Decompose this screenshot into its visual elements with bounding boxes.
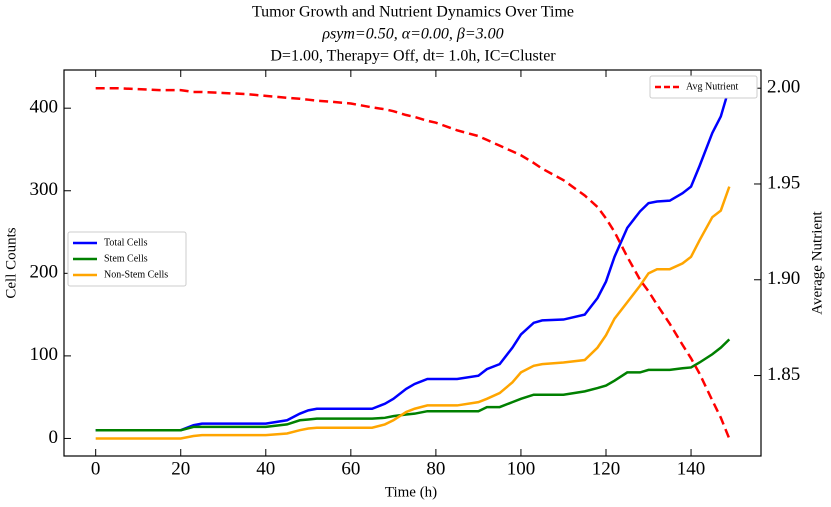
y-tick-label: 300 [30,179,59,200]
x-tick-label: 120 [592,458,621,479]
legend-label: Avg Nutrient [686,81,739,92]
x-tick-label: 140 [677,458,706,479]
y2-tick-label: 1.85 [767,364,800,385]
legend-box [649,75,758,99]
y-axis-label: Cell Counts [3,227,19,298]
data-line [95,338,731,432]
x-tick-label: 0 [91,458,101,479]
legend-box [67,231,187,287]
data-line [95,186,731,440]
y-tick-label: 100 [30,344,59,365]
chart-title: Tumor Growth and Nutrient Dynamics Over … [252,4,574,21]
x-tick-label: 20 [171,458,190,479]
y-tick-label: 200 [30,262,59,283]
y2-axis-label: Average Nutrient [809,210,825,314]
y-tick-label: 400 [30,97,59,118]
legend-label: Stem Cells [104,253,148,264]
x-tick-label: 40 [256,458,275,479]
y-tick-label: 0 [49,427,59,448]
chart-subtitle: ρsym=0.50, α=0.00, β=3.00 [321,26,503,43]
chart-subtitle: D=1.00, Therapy= Off, dt= 1.0h, IC=Clust… [270,48,556,65]
data-line [95,87,731,432]
x-tick-label: 100 [507,458,536,479]
plot-frame [63,69,762,457]
y2-tick-label: 1.95 [767,172,800,193]
legend-label: Total Cells [104,237,148,248]
y2-tick-label: 1.90 [767,268,800,289]
legend-label: Non-Stem Cells [104,269,168,280]
x-axis-label: Time (h) [385,484,437,500]
data-line [95,86,731,440]
x-tick-label: 80 [426,458,445,479]
x-tick-label: 60 [341,458,360,479]
y2-tick-label: 2.00 [767,77,800,98]
